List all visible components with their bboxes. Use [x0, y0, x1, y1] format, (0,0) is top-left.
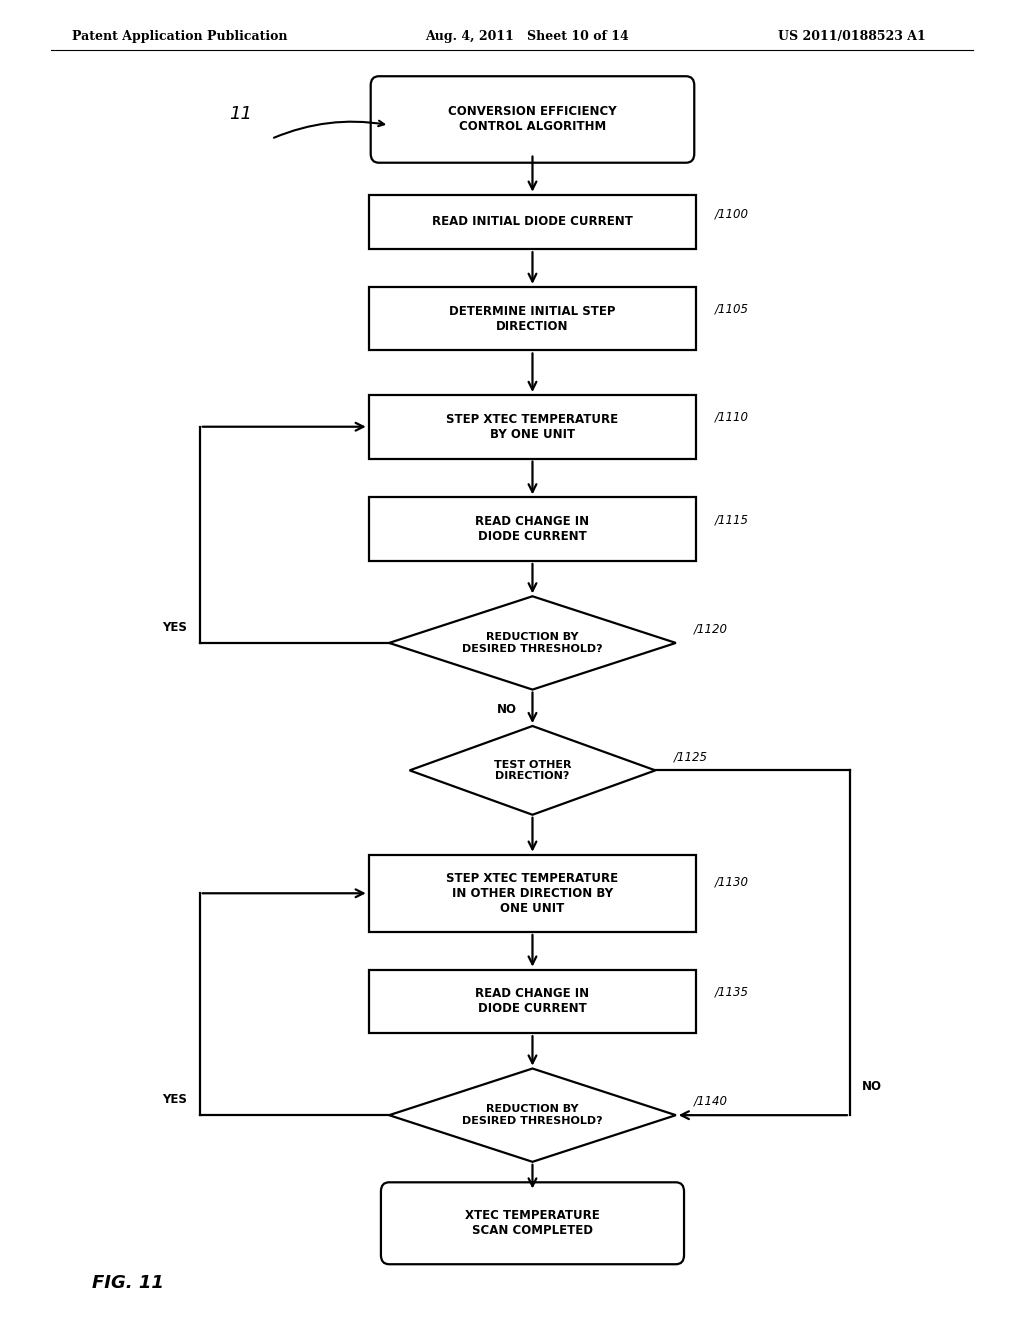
Text: FIG. 11: FIG. 11 [92, 1275, 164, 1292]
Text: /1105: /1105 [715, 302, 749, 315]
Text: NO: NO [497, 704, 517, 717]
Polygon shape [389, 597, 676, 689]
Text: 11: 11 [229, 104, 252, 123]
Text: READ CHANGE IN
DIODE CURRENT: READ CHANGE IN DIODE CURRENT [475, 515, 590, 543]
Text: STEP XTEC TEMPERATURE
BY ONE UNIT: STEP XTEC TEMPERATURE BY ONE UNIT [446, 413, 618, 441]
Text: /1115: /1115 [715, 513, 749, 527]
FancyBboxPatch shape [371, 77, 694, 162]
Text: DETERMINE INITIAL STEP
DIRECTION: DETERMINE INITIAL STEP DIRECTION [450, 305, 615, 333]
Text: Aug. 4, 2011   Sheet 10 of 14: Aug. 4, 2011 Sheet 10 of 14 [425, 30, 629, 44]
Text: /1135: /1135 [715, 985, 749, 998]
Text: REDUCTION BY
DESIRED THRESHOLD?: REDUCTION BY DESIRED THRESHOLD? [462, 632, 603, 653]
FancyBboxPatch shape [369, 286, 696, 351]
FancyBboxPatch shape [369, 969, 696, 1034]
FancyBboxPatch shape [369, 854, 696, 932]
Text: TEST OTHER
DIRECTION?: TEST OTHER DIRECTION? [494, 759, 571, 781]
Text: /1110: /1110 [715, 411, 749, 424]
Text: STEP XTEC TEMPERATURE
IN OTHER DIRECTION BY
ONE UNIT: STEP XTEC TEMPERATURE IN OTHER DIRECTION… [446, 871, 618, 915]
FancyBboxPatch shape [369, 498, 696, 561]
Text: READ CHANGE IN
DIODE CURRENT: READ CHANGE IN DIODE CURRENT [475, 987, 590, 1015]
Text: CONVERSION EFFICIENCY
CONTROL ALGORITHM: CONVERSION EFFICIENCY CONTROL ALGORITHM [449, 106, 616, 133]
Text: US 2011/0188523 A1: US 2011/0188523 A1 [778, 30, 926, 44]
Text: /1140: /1140 [694, 1094, 728, 1107]
Text: /1100: /1100 [715, 207, 749, 220]
Text: READ INITIAL DIODE CURRENT: READ INITIAL DIODE CURRENT [432, 215, 633, 228]
Text: /1125: /1125 [674, 751, 708, 763]
Text: YES: YES [163, 620, 187, 634]
Polygon shape [410, 726, 655, 814]
FancyBboxPatch shape [369, 395, 696, 458]
Text: REDUCTION BY
DESIRED THRESHOLD?: REDUCTION BY DESIRED THRESHOLD? [462, 1105, 603, 1126]
Text: Patent Application Publication: Patent Application Publication [72, 30, 287, 44]
FancyBboxPatch shape [381, 1183, 684, 1265]
Text: /1130: /1130 [715, 875, 749, 888]
Text: NO: NO [862, 1080, 883, 1093]
FancyBboxPatch shape [369, 194, 696, 249]
Text: XTEC TEMPERATURE
SCAN COMPLETED: XTEC TEMPERATURE SCAN COMPLETED [465, 1209, 600, 1237]
Polygon shape [389, 1068, 676, 1162]
Text: /1120: /1120 [694, 623, 728, 635]
Text: YES: YES [163, 1093, 187, 1106]
